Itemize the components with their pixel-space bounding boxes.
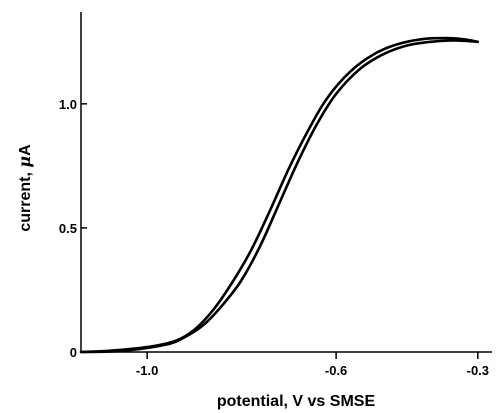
curves: [79, 36, 480, 354]
y-tick-label-1: 0.5: [59, 221, 77, 236]
x-ticks: -1.0 -0.6 -0.3: [136, 352, 489, 378]
y-axis-label-mu: μ: [15, 156, 34, 168]
x-tick-label-2: -0.3: [467, 363, 489, 378]
y-tick-label-2: 1.0: [59, 97, 77, 112]
y-axis-label: current, μA: [15, 144, 34, 232]
series-line-1: [79, 36, 480, 354]
y-axis-label-unit: A: [17, 144, 34, 156]
series-line-0: [79, 39, 480, 354]
y-ticks: 0 0.5 1.0: [59, 97, 87, 360]
x-tick-label-1: -0.6: [325, 363, 347, 378]
y-tick-label-0: 0: [70, 345, 77, 360]
x-axis-label: potential, V vs SMSE: [217, 393, 376, 410]
x-tick-label-0: -1.0: [136, 363, 158, 378]
y-axis-label-text: current,: [17, 168, 34, 232]
